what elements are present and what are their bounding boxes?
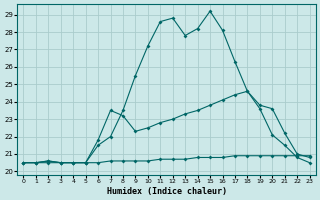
X-axis label: Humidex (Indice chaleur): Humidex (Indice chaleur) [107,187,227,196]
